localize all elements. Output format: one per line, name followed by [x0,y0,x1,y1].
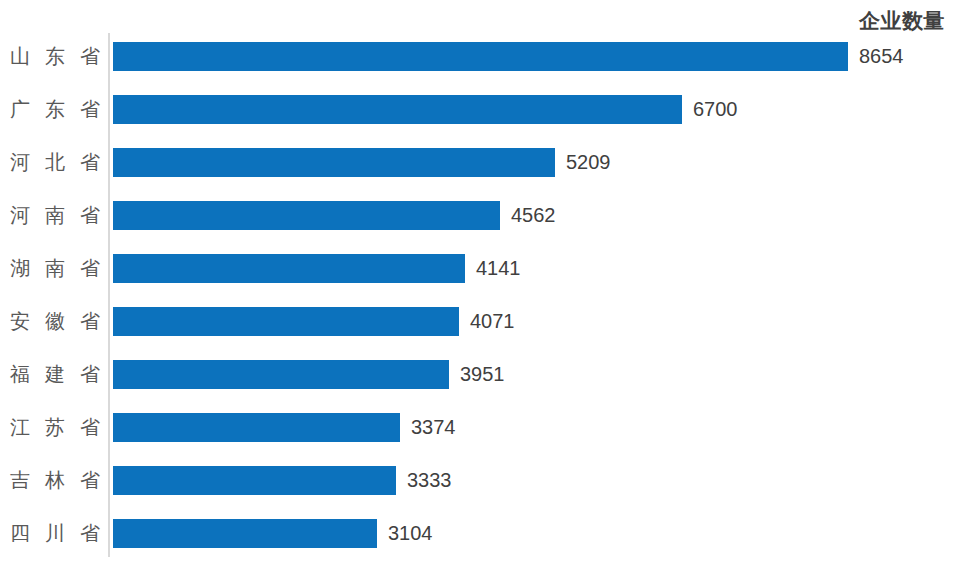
bar-row: 吉林省 3333 [0,454,959,507]
bar [113,148,555,177]
value-label: 3104 [388,522,433,545]
bar [113,95,682,124]
value-label: 4071 [470,310,515,333]
category-label: 山东省 [10,43,100,70]
bar [113,519,377,548]
category-label: 河南省 [10,202,100,229]
bar-row: 福建省 3951 [0,348,959,401]
value-label: 8654 [859,45,904,68]
bar-row: 广东省 6700 [0,83,959,136]
bar-row: 四川省 3104 [0,507,959,560]
category-label: 安徽省 [10,308,100,335]
bar-row: 安徽省 4071 [0,295,959,348]
bar-row: 江苏省 3374 [0,401,959,454]
value-label: 3374 [411,416,456,439]
bar [113,360,449,389]
bar [113,201,500,230]
value-label: 6700 [693,98,738,121]
category-label: 广东省 [10,96,100,123]
bar-row: 河北省 5209 [0,136,959,189]
bar [113,254,465,283]
bar-row: 河南省 4562 [0,189,959,242]
value-label: 5209 [566,151,611,174]
value-label: 4562 [511,204,556,227]
bar [113,413,400,442]
bar-chart: 企业数量 山东省8654广东省6700河北省5209河南省4562湖南省4141… [0,0,959,580]
category-label: 江苏省 [10,414,100,441]
category-label: 河北省 [10,149,100,176]
category-label: 湖南省 [10,255,100,282]
value-label: 4141 [476,257,521,280]
category-label: 吉林省 [10,467,100,494]
bar [113,307,459,336]
bar [113,466,396,495]
bar-row: 山东省 8654 [0,30,959,83]
category-label: 福建省 [10,361,100,388]
bar-row: 湖南省 4141 [0,242,959,295]
value-label: 3333 [407,469,452,492]
value-label: 3951 [460,363,505,386]
bar [113,42,848,71]
bar-rows: 山东省 8654 广东省 6700 河北省 5209 河南省 4562 湖南省 4141 安徽省 40… [0,30,959,560]
category-label: 四川省 [10,520,100,547]
